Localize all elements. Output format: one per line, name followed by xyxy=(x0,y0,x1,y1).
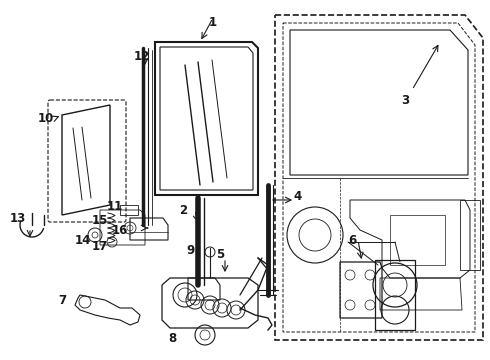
Text: 2: 2 xyxy=(179,203,187,216)
Text: 3: 3 xyxy=(401,94,409,107)
Text: 8: 8 xyxy=(168,332,176,345)
Text: 9: 9 xyxy=(186,243,194,256)
Text: 7: 7 xyxy=(58,293,66,306)
Text: 4: 4 xyxy=(294,189,302,202)
Text: 5: 5 xyxy=(216,248,224,261)
Text: 17: 17 xyxy=(92,239,108,252)
Text: 13: 13 xyxy=(10,211,26,225)
Text: 16: 16 xyxy=(112,224,128,237)
Text: 6: 6 xyxy=(348,234,356,247)
Text: 11: 11 xyxy=(107,201,123,213)
Text: 10: 10 xyxy=(38,112,54,125)
Text: 14: 14 xyxy=(75,234,91,247)
Text: 15: 15 xyxy=(92,213,108,226)
Text: 12: 12 xyxy=(134,50,150,63)
Text: 1: 1 xyxy=(209,15,217,28)
